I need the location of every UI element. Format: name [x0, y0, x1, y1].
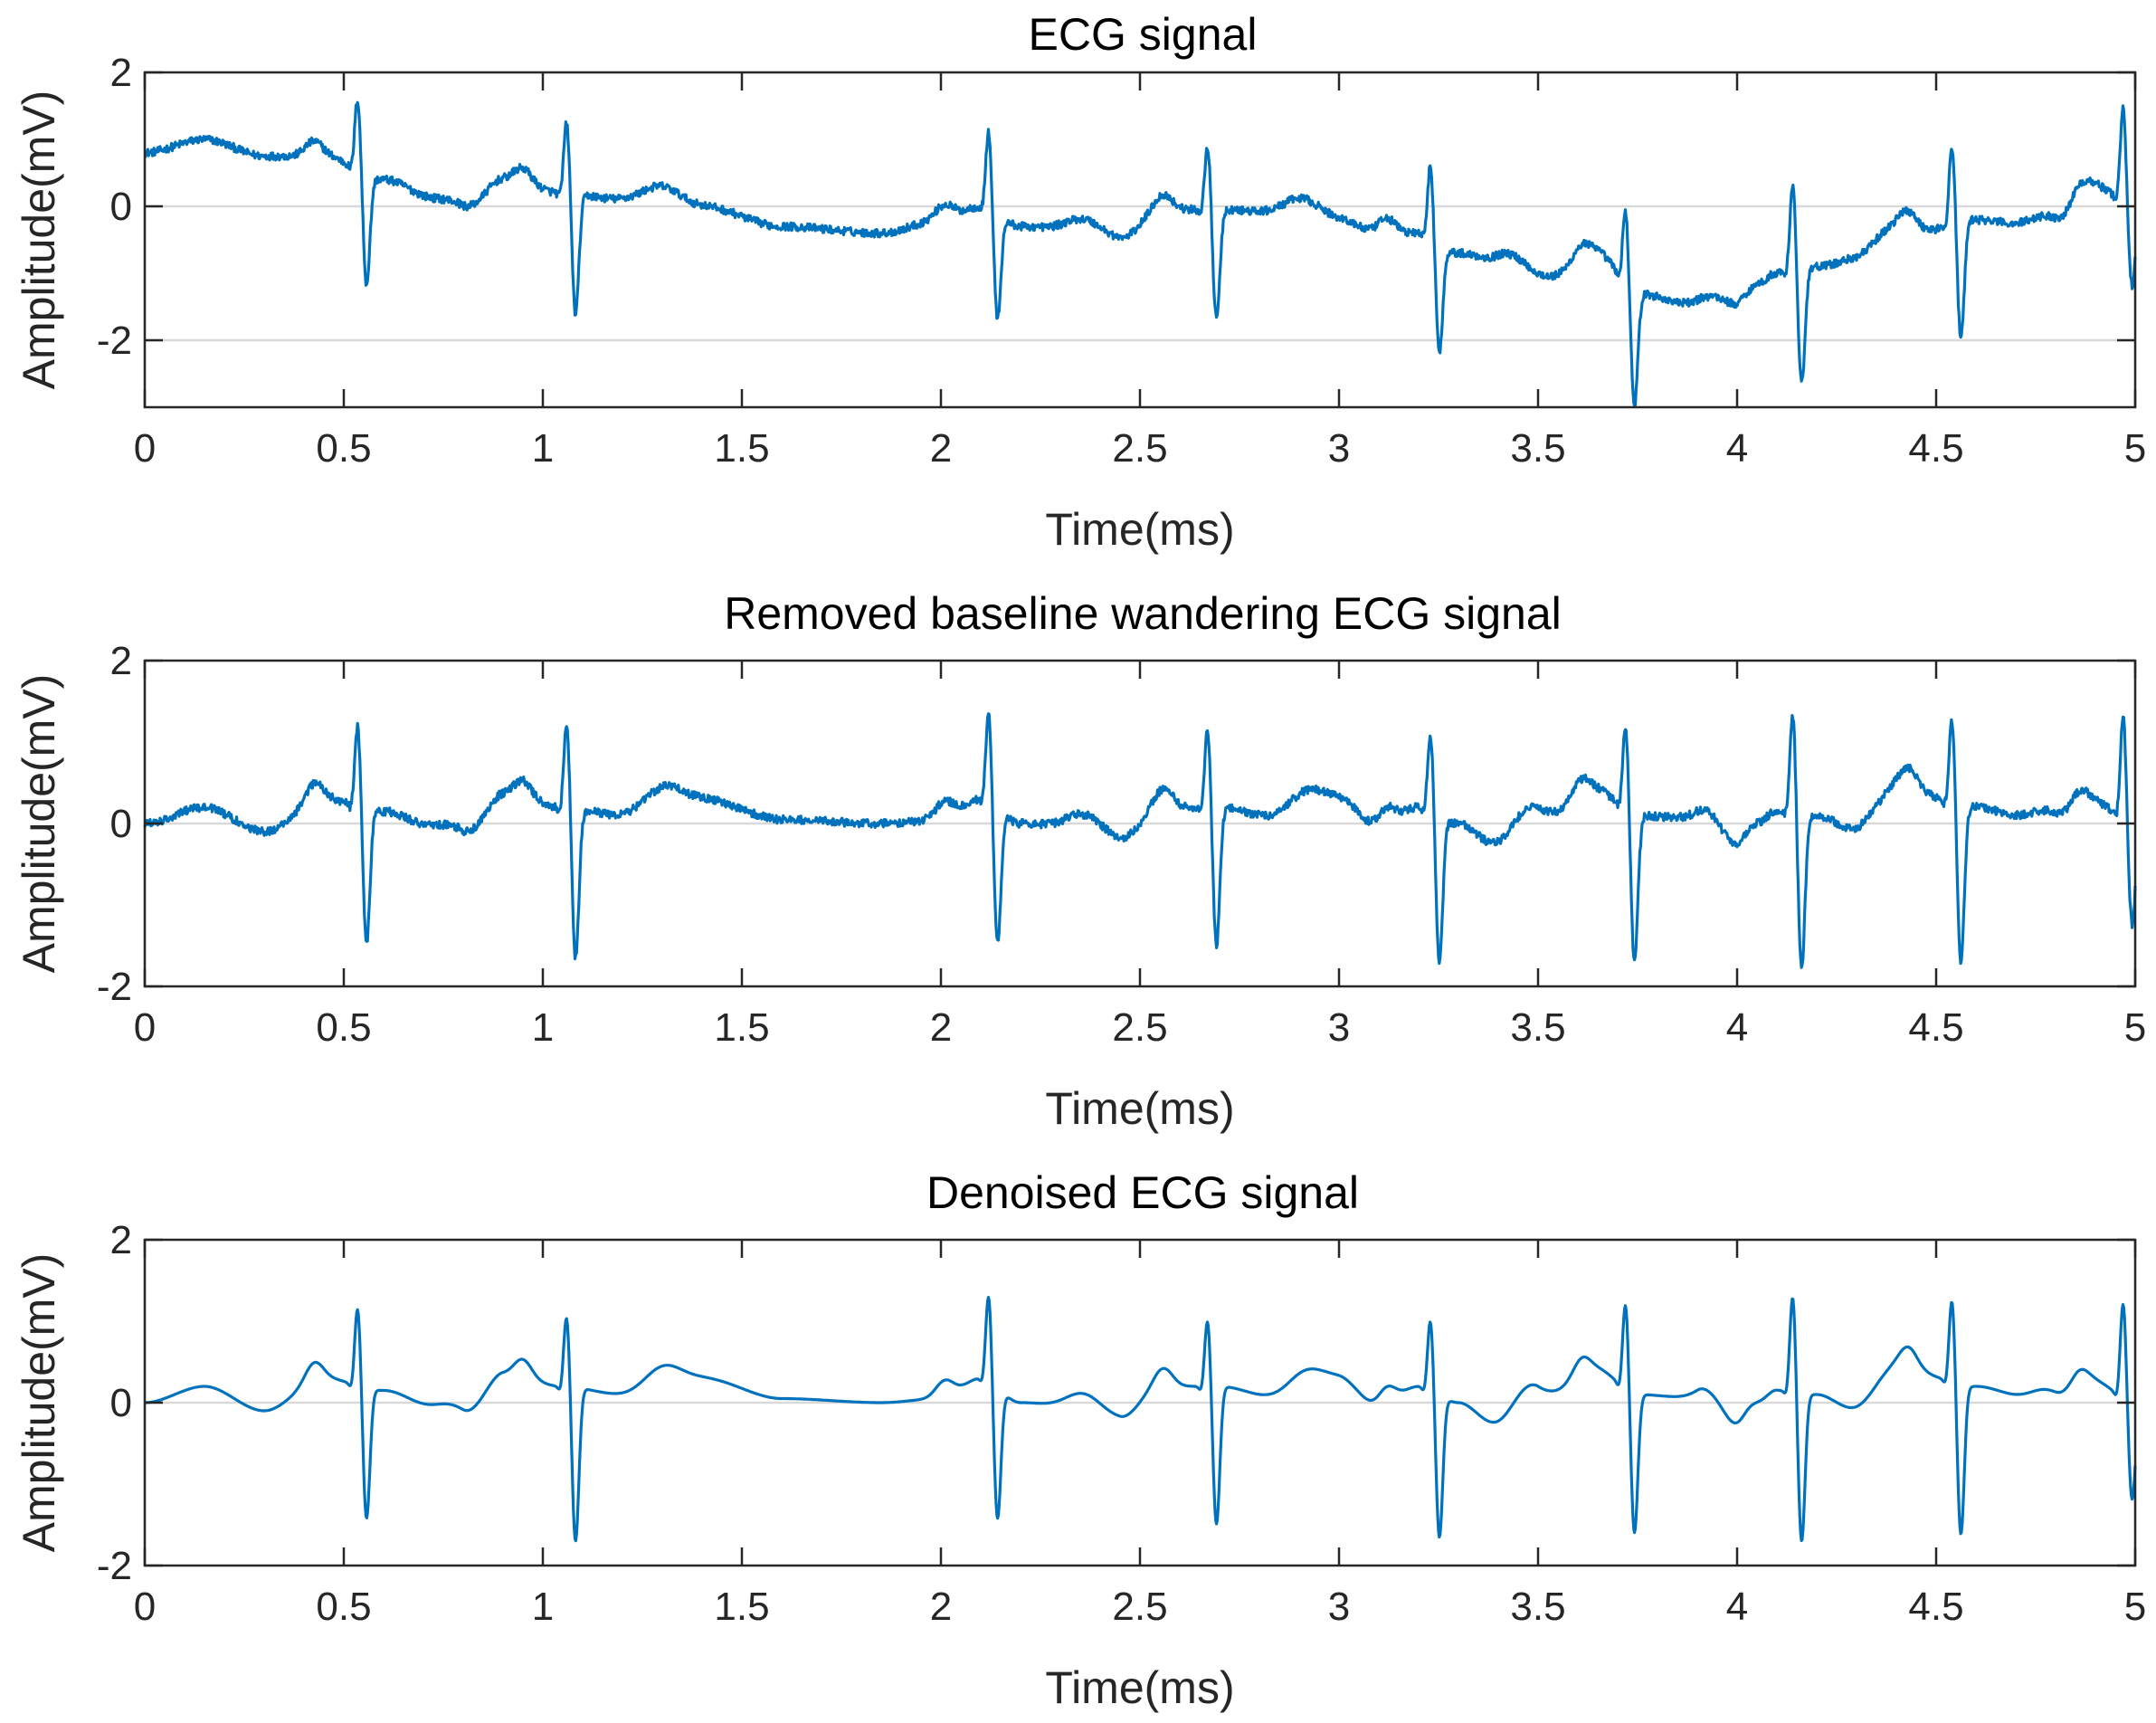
- panel-2-x-tick-label: 2: [930, 1005, 952, 1050]
- panel-2-x-tick-label: 0.5: [316, 1005, 371, 1050]
- panel-3-x-tick-label: 2.5: [1112, 1585, 1167, 1629]
- panel-3-x-axis-label: Time(ms): [1045, 1662, 1234, 1713]
- panel-1-x-ticks: 0 0.5 1 1.5 2 2.5 3 3.5 4 4.5 5: [134, 72, 2146, 471]
- panel-3-y-tick-label: 2: [110, 1218, 132, 1262]
- panel-2-y-tick-label: -2: [97, 965, 132, 1009]
- panel-3-x-tick-label: 0: [134, 1585, 156, 1629]
- panel-2-x-tick-label: 1: [532, 1005, 554, 1050]
- panel-3: Denoised ECG signal 0 0.5 1 1.5 2 2.5 3 3.5 4 4.5…: [14, 1167, 2146, 1713]
- panel-1-x-tick-label: 5: [2124, 426, 2146, 471]
- panel-3-y-tick-label: 0: [110, 1381, 132, 1425]
- panel-1-signal-line: [144, 100, 2137, 408]
- panel-1: ECG signal 0 0.5 1 1.5 2 2.5 3 3.5 4 4.5 5 -2 0 2 Ti…: [14, 9, 2146, 555]
- panel-1-y-tick-label: 2: [110, 51, 132, 95]
- panel-1-y-tick-label: -2: [97, 319, 132, 363]
- panel-2-x-tick-label: 4: [1726, 1005, 1748, 1050]
- panel-1-y-ticks: -2 0 2: [97, 51, 2135, 363]
- panel-2-y-ticks: -2 0 2: [97, 639, 2135, 1009]
- panel-2-x-tick-label: 3: [1328, 1005, 1350, 1050]
- panel-1-x-axis-label: Time(ms): [1045, 504, 1234, 555]
- panel-1-x-tick-label: 2: [930, 426, 952, 471]
- panel-3-x-tick-label: 1.5: [714, 1585, 769, 1629]
- panel-1-y-tick-label: 0: [110, 185, 132, 229]
- panel-3-y-tick-label: -2: [97, 1544, 132, 1588]
- panel-1-axes-box: [143, 71, 2137, 409]
- panel-1-x-tick-label: 3.5: [1510, 426, 1565, 471]
- panel-3-title: Denoised ECG signal: [926, 1167, 1359, 1218]
- panel-2-title: Removed baseline wandering ECG signal: [724, 588, 1562, 639]
- panel-1-x-tick-label: 1.5: [714, 426, 769, 471]
- panel-3-signal-line: [144, 1296, 2137, 1543]
- panel-1-x-tick-label: 1: [532, 426, 554, 471]
- panel-1-x-tick-label: 3: [1328, 426, 1350, 471]
- panel-3-x-ticks: 0 0.5 1 1.5 2 2.5 3 3.5 4 4.5 5: [134, 1240, 2146, 1629]
- panel-3-x-tick-label: 0.5: [316, 1585, 371, 1629]
- panel-2-x-tick-label: 0: [134, 1005, 156, 1050]
- panel-3-y-axis-label: Amplitude(mV): [14, 1253, 64, 1553]
- panel-2-y-tick-label: 0: [110, 802, 132, 846]
- panel-2-x-tick-label: 5: [2124, 1005, 2146, 1050]
- panel-2-y-axis-label: Amplitude(mV): [14, 674, 64, 974]
- panel-1-y-axis-label: Amplitude(mV): [14, 90, 64, 390]
- panel-2-x-ticks: 0 0.5 1 1.5 2 2.5 3 3.5 4 4.5 5: [134, 661, 2146, 1050]
- panel-3-x-tick-label: 4: [1726, 1585, 1748, 1629]
- panel-2-y-tick-label: 2: [110, 639, 132, 683]
- panel-1-x-tick-label: 0: [134, 426, 156, 471]
- panel-3-x-tick-label: 4.5: [1908, 1585, 1963, 1629]
- panel-2-x-tick-label: 2.5: [1112, 1005, 1167, 1050]
- panel-2-x-axis-label: Time(ms): [1045, 1083, 1234, 1134]
- panel-1-x-tick-label: 0.5: [316, 426, 371, 471]
- panel-3-x-tick-label: 3.5: [1510, 1585, 1565, 1629]
- panel-2-signal-line: [143, 712, 2137, 969]
- panel-1-x-tick-label: 4.5: [1908, 426, 1963, 471]
- panel-2-x-tick-label: 1.5: [714, 1005, 769, 1050]
- panel-2-x-tick-label: 4.5: [1908, 1005, 1963, 1050]
- panel-3-x-tick-label: 1: [532, 1585, 554, 1629]
- panel-3-y-ticks: -2 0 2: [97, 1218, 2135, 1588]
- panel-3-x-tick-label: 5: [2124, 1585, 2146, 1629]
- panel-1-x-tick-label: 2.5: [1112, 426, 1167, 471]
- panel-3-x-tick-label: 3: [1328, 1585, 1350, 1629]
- panel-1-x-tick-label: 4: [1726, 426, 1748, 471]
- panel-2-x-tick-label: 3.5: [1510, 1005, 1565, 1050]
- panel-3-x-tick-label: 2: [930, 1585, 952, 1629]
- panel-1-title: ECG signal: [1029, 9, 1258, 60]
